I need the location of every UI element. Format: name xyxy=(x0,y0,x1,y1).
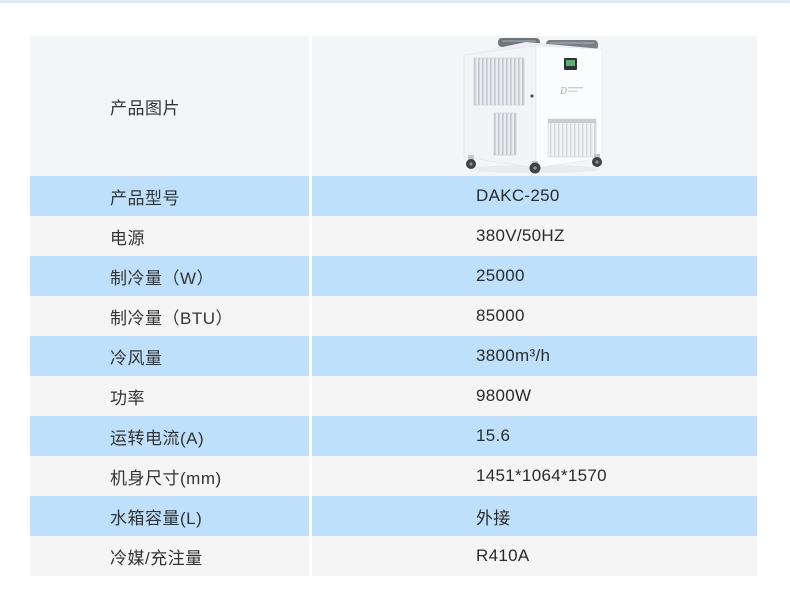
table-row: 功率 9800W xyxy=(30,376,757,416)
table-row: 制冷量（BTU） 85000 xyxy=(30,296,757,336)
column-divider xyxy=(309,296,312,336)
row-label: 冷媒/充注量 xyxy=(110,548,203,568)
row-label: 产品型号 xyxy=(110,188,180,208)
row-value: 1451*1064*1570 xyxy=(476,466,607,485)
table-row: 运转电流(A) 15.6 xyxy=(30,416,757,456)
column-divider xyxy=(309,376,312,416)
top-border-line xyxy=(0,0,790,3)
column-divider xyxy=(309,176,312,216)
row-value: 9800W xyxy=(476,386,532,405)
column-divider xyxy=(309,496,312,536)
row-label: 制冷量（BTU） xyxy=(110,308,233,328)
table-row-product-image: 产品图片 xyxy=(30,36,757,176)
row-label: 机身尺寸(mm) xyxy=(110,468,222,488)
column-divider xyxy=(309,216,312,256)
spec-table: 产品图片 xyxy=(30,36,757,576)
column-divider xyxy=(309,256,312,296)
row-label: 功率 xyxy=(110,388,145,408)
row-label: 水箱容量(L) xyxy=(110,508,203,528)
row-label: 制冷量（W） xyxy=(110,268,215,288)
row-value: 380V/50HZ xyxy=(476,226,565,245)
air-conditioner-image: D xyxy=(463,38,602,174)
row-value: DAKC-250 xyxy=(476,186,560,205)
table-row: 水箱容量(L) 外接 xyxy=(30,496,757,536)
table-row: 机身尺寸(mm) 1451*1064*1570 xyxy=(30,456,757,496)
product-image-cell: D xyxy=(312,36,757,176)
column-divider xyxy=(309,416,312,456)
row-value: 3800m³/h xyxy=(476,346,551,365)
column-divider xyxy=(309,536,312,576)
table-row: 产品型号 DAKC-250 xyxy=(30,176,757,216)
row-value: R410A xyxy=(476,546,530,565)
table-row: 制冷量（W） 25000 xyxy=(30,256,757,296)
row-label: 冷风量 xyxy=(110,348,163,368)
row-value: 85000 xyxy=(476,306,525,325)
row-value: 25000 xyxy=(476,266,525,285)
column-divider xyxy=(309,36,312,176)
column-divider xyxy=(309,336,312,376)
row-value: 15.6 xyxy=(476,426,511,445)
row-label: 运转电流(A) xyxy=(110,428,205,448)
row-label: 产品图片 xyxy=(110,98,180,118)
table-row: 冷风量 3800m³/h xyxy=(30,336,757,376)
row-value: 外接 xyxy=(476,508,511,528)
svg-text:D: D xyxy=(559,87,568,97)
table-row: 冷媒/充注量 R410A xyxy=(30,536,757,576)
row-label: 电源 xyxy=(110,228,145,248)
column-divider xyxy=(309,456,312,496)
table-row: 电源 380V/50HZ xyxy=(30,216,757,256)
